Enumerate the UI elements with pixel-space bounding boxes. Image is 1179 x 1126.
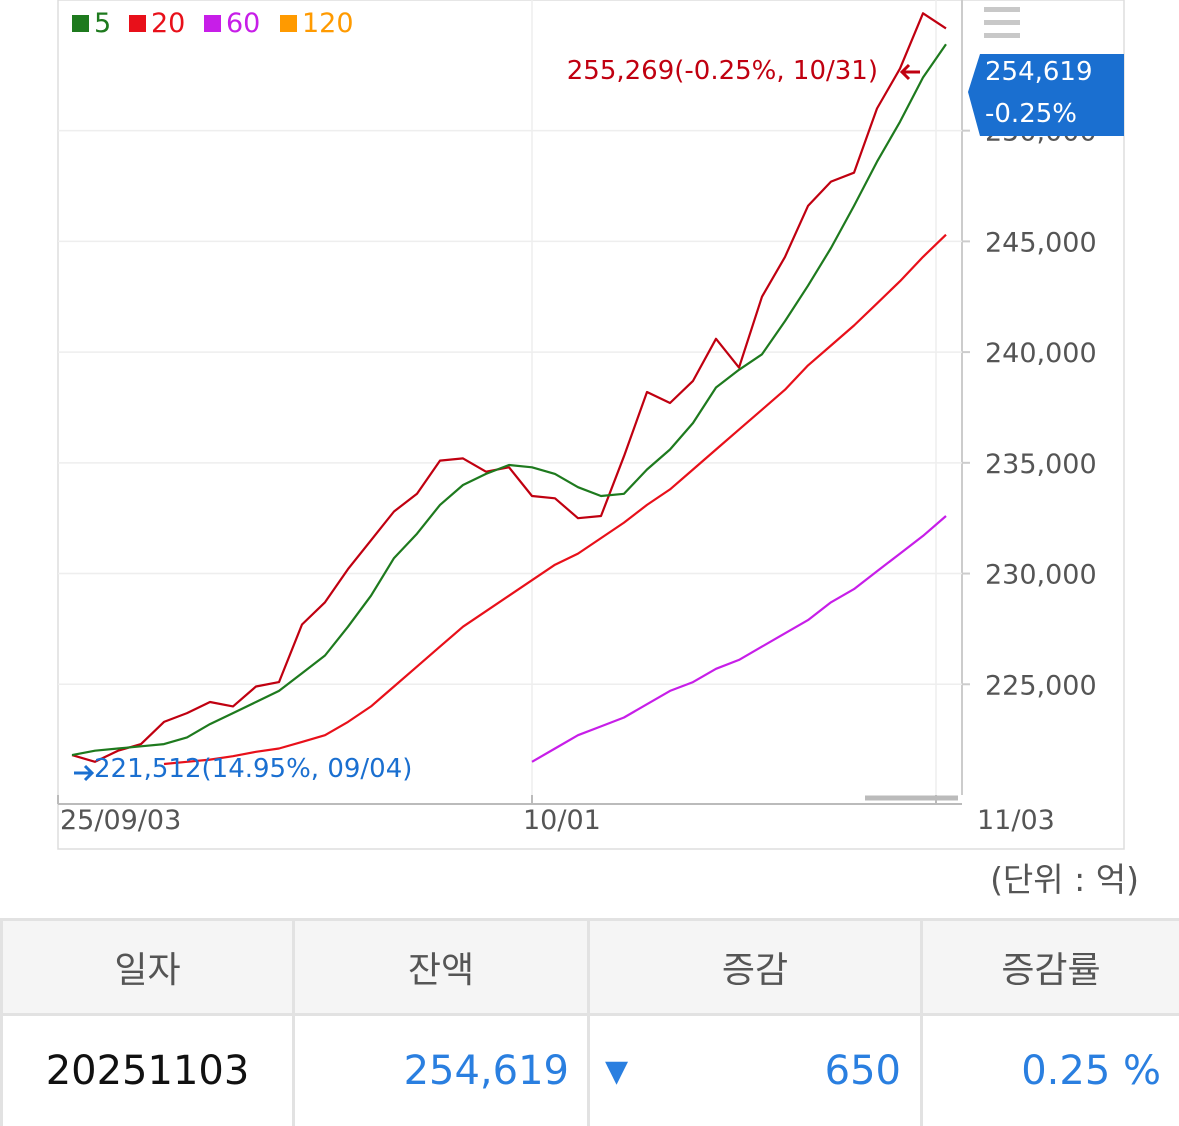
x-tick-label: 25/09/03 [60,805,181,836]
low-arrow-icon [74,766,92,780]
x-ticks: 25/09/03 10/01 11/03 [58,795,1055,836]
high-annotation: 255,269(-0.25%, 10/31) [567,56,878,86]
grid-lines [58,0,962,804]
y-tick-label: 235,000 [985,449,1097,480]
legend-label-60[interactable]: 60 [226,8,260,39]
cell-date: 20251103 [2,1015,294,1126]
table-row: 20251103 254,619 ▼ 650 0.25 % [2,1015,1179,1126]
chart: 25/09/03 10/01 11/03 225,000 230,000 235,000… [0,0,1179,860]
legend-swatch-5 [72,15,89,32]
unit-label: (단위 : 억) [990,853,1139,901]
header-rate[interactable]: 증감률 [922,920,1179,1015]
menu-icon[interactable] [984,7,1020,38]
balance-table: 일자 잔액 증감 증감률 20251103 254,619 ▼ 650 0.25… [0,918,1179,1126]
triangle-down-icon: ▼ [605,1054,628,1089]
header-date[interactable]: 일자 [2,920,294,1015]
legend-swatch-60 [204,15,221,32]
legend-label-120[interactable]: 120 [302,8,354,39]
legend-swatch-20 [129,15,146,32]
legend-label-20[interactable]: 20 [151,8,185,39]
current-value-label: 254,619 [985,57,1093,87]
y-tick-label: 230,000 [985,560,1097,591]
series-line-60 [532,516,946,762]
x-tick-label: 11/03 [977,805,1055,836]
current-change-label: -0.25% [985,99,1077,129]
table-header-row: 일자 잔액 증감 증감률 [2,920,1179,1015]
x-tick-label: 10/01 [523,805,601,836]
y-tick-label: 245,000 [985,227,1097,258]
series-group [72,13,946,764]
cell-rate: 0.25 % [922,1015,1179,1126]
header-change[interactable]: 증감 [589,920,922,1015]
low-annotation: 221,512(14.95%, 09/04) [94,754,412,784]
legend-swatch-120 [280,15,297,32]
cell-balance: 254,619 [294,1015,589,1126]
y-ticks: 225,000230,000235,000240,000245,000250,0… [962,117,1097,702]
header-balance[interactable]: 잔액 [294,920,589,1015]
current-value-flag: 254,619 -0.25% [968,54,1124,136]
cell-change: ▼ 650 [589,1015,922,1126]
legend-label-5[interactable]: 5 [94,8,111,39]
y-tick-label: 240,000 [985,338,1097,369]
legend[interactable]: 5 20 60 120 [72,8,354,39]
chart-frame [58,0,1124,849]
y-tick-label: 225,000 [985,670,1097,701]
change-value: 650 [825,1048,901,1094]
series-line-잔액 [72,13,946,762]
high-arrow-icon [902,65,920,79]
series-line-5 [72,44,946,755]
